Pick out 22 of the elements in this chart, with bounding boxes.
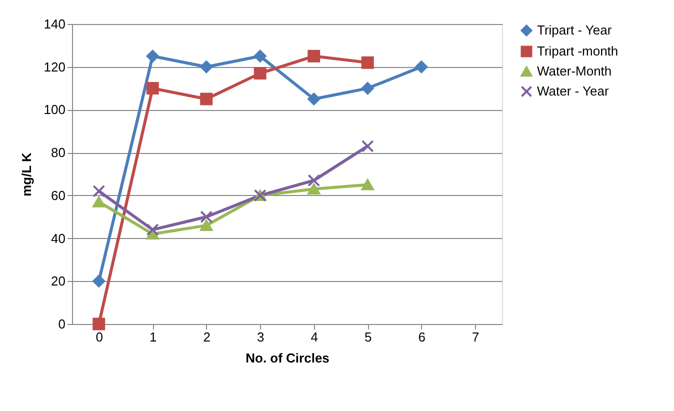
x-tick-label: 5 [364,330,372,344]
y-tick-label: 40 [51,230,66,246]
legend-label: Water - Year [537,84,610,98]
x-tick-label: 6 [418,330,426,344]
y-tick-label: 80 [51,145,66,160]
x-tick-label: 2 [203,330,210,344]
y-tick-label: 0 [58,316,66,332]
legend-label: Tripart -month [537,44,618,58]
y-tick-label: 100 [44,102,66,118]
x-axis-title: No. of Circles [246,350,330,366]
x-tick-label: 7 [472,330,480,344]
x-tick-label: 4 [310,330,318,344]
y-tick-label: 20 [51,274,66,289]
x-tick-label: 0 [96,330,103,344]
y-tick-label: 120 [44,59,66,74]
y-tick-label: 140 [44,16,66,32]
legend-label: Water-Month [537,64,612,78]
y-axis-title: mg/L K [18,152,34,196]
legend-label: Tripart - Year [537,22,612,38]
x-tick-label: 3 [257,330,264,344]
x-tick-label: 1 [150,330,157,344]
y-tick-label: 60 [51,188,66,203]
